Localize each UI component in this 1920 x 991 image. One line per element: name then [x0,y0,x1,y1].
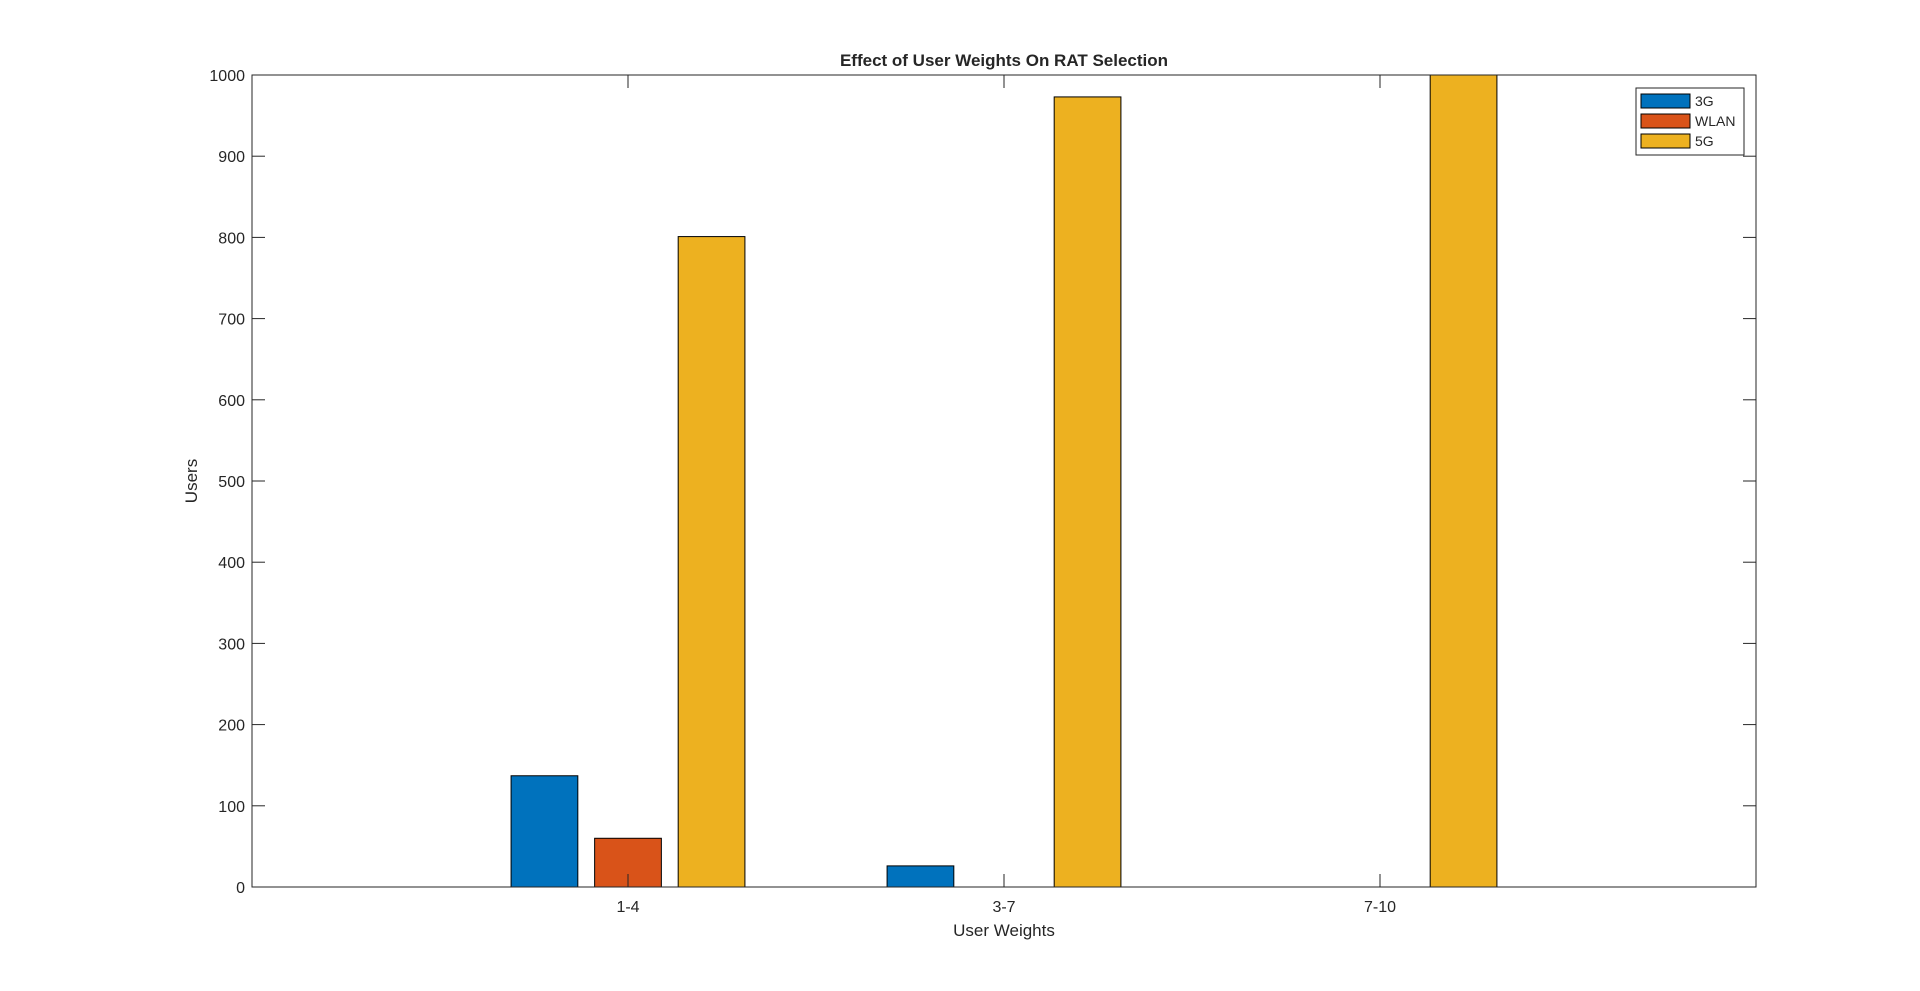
y-tick-label: 600 [218,393,245,410]
x-tick-label: 3-7 [992,899,1015,916]
y-tick-label: 900 [218,149,245,166]
bar-5g-7-10 [1429,74,1498,888]
bar-3g-1-4 [510,775,579,888]
legend-label-wlan: WLAN [1695,113,1735,129]
legend-swatch-wlan [1640,113,1691,129]
y-tick-label: 300 [218,636,245,653]
y-tick-label: 200 [218,718,245,735]
y-tick-label: 700 [218,312,245,329]
plot-area [252,75,1756,887]
bar-5g-1-4 [677,236,746,888]
y-tick-label: 500 [218,474,245,491]
x-tick-label: 1-4 [616,899,639,916]
ticks-layer: 0 100 200 300 400 500 600 700 800 900 1000 1-4 3-7 7-… [209,68,1756,916]
y-tick-label: 800 [218,230,245,247]
legend-swatch-3g [1640,93,1691,109]
bar-3g-3-7 [886,865,955,888]
x-tick-label: 7-10 [1364,899,1396,916]
legend-label-3g: 3G [1695,93,1714,109]
bars-layer [510,74,1498,888]
y-axis-label: Users [182,459,201,503]
x-axis-label: User Weights [953,921,1055,940]
bar-5g-3-7 [1053,96,1122,888]
legend-label-5g: 5G [1695,133,1714,149]
y-tick-label: 0 [236,880,245,897]
legend: 3G WLAN 5G [1635,87,1745,156]
chart-title: Effect of User Weights On RAT Selection [840,51,1168,70]
y-tick-label: 400 [218,555,245,572]
legend-swatch-5g [1640,133,1691,149]
y-tick-label: 1000 [209,68,245,85]
y-tick-label: 100 [218,799,245,816]
